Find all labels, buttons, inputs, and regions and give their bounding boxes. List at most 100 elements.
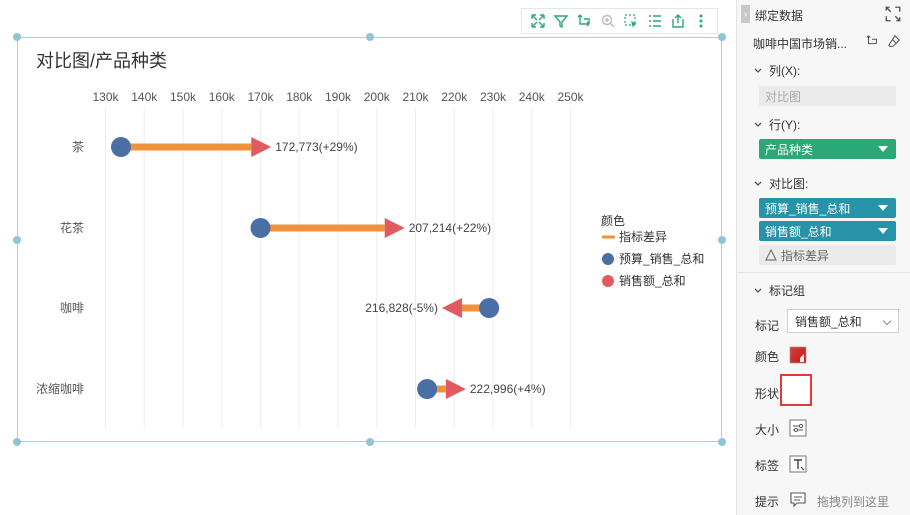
chevron-down-icon	[754, 68, 762, 73]
mark-select[interactable]: 销售额_总和	[787, 309, 899, 333]
x-tick-label: 140k	[131, 90, 158, 104]
filter-icon[interactable]	[552, 12, 570, 30]
category-label: 浓缩咖啡	[36, 381, 84, 396]
legend-item-label: 销售额_总和	[619, 273, 686, 288]
marks-label: 标记组	[769, 284, 806, 298]
resize-handle-top-left[interactable]	[13, 33, 21, 41]
x-tick-label: 250k	[557, 90, 584, 104]
zoom-icon[interactable]	[599, 12, 617, 30]
sales-arrow-mark	[445, 379, 466, 399]
resize-handle-middle-left[interactable]	[13, 236, 21, 244]
resize-handle-middle-right[interactable]	[718, 236, 726, 244]
sales-arrow-mark	[441, 298, 462, 318]
rows-field-label: 产品种类	[765, 142, 814, 157]
dropdown-arrow-icon[interactable]	[878, 228, 888, 234]
rows-field-pill[interactable]: 产品种类	[759, 139, 896, 159]
dataset-actions	[864, 33, 902, 49]
columns-placeholder: 对比图	[765, 89, 802, 104]
compare-field-pill-budget[interactable]: 预算_销售_总和	[759, 198, 896, 218]
columns-section-header[interactable]: 列(X):	[753, 62, 800, 79]
x-tick-label: 200k	[364, 90, 391, 104]
columns-drop-zone[interactable]: 对比图	[759, 86, 896, 106]
data-label: 222,996(+4%)	[470, 382, 546, 396]
data-label: 172,773(+29%)	[275, 140, 357, 154]
rows-section-header[interactable]: 行(Y):	[753, 116, 800, 133]
collapse-panel-icon[interactable]: ›	[741, 5, 750, 23]
mark-label: 标记	[755, 319, 780, 333]
category-label: 茶	[72, 139, 84, 154]
chevron-down-icon	[754, 122, 762, 127]
switch-dataset-icon[interactable]	[864, 33, 880, 49]
chevron-down-icon	[754, 181, 762, 186]
sales-arrow-mark	[384, 218, 405, 238]
chevron-down-icon	[754, 288, 762, 293]
x-tick-label: 130k	[92, 90, 119, 104]
size-button[interactable]	[789, 419, 807, 437]
legend-dot-swatch	[602, 253, 614, 265]
resize-handle-top-right[interactable]	[718, 33, 726, 41]
dropdown-arrow-icon[interactable]	[878, 205, 888, 211]
category-label: 咖啡	[60, 300, 84, 315]
compare-extra-pill[interactable]: 指标差异	[759, 245, 896, 265]
swap-axes-icon[interactable]	[884, 5, 902, 23]
legend-item-label: 指标差异	[619, 229, 667, 244]
tag-button[interactable]	[789, 455, 807, 473]
resize-handle-bottom-center[interactable]	[366, 438, 374, 446]
x-tick-label: 230k	[480, 90, 507, 104]
budget-point	[250, 218, 271, 238]
x-tick-label: 190k	[325, 90, 352, 104]
expand-icon[interactable]	[529, 12, 547, 30]
shape-label: 形状	[755, 387, 780, 401]
columns-label: 列(X):	[769, 64, 801, 78]
drill-icon[interactable]	[575, 12, 593, 30]
resize-handle-bottom-right[interactable]	[718, 438, 726, 446]
marks-section-header[interactable]: 标记组	[753, 282, 805, 299]
binding-panel: › 绑定数据 咖啡中国市场销... 列(X): 对比图 行(Y): 产品种类 对…	[736, 0, 910, 515]
eraser-icon[interactable]	[886, 33, 902, 49]
x-tick-label: 180k	[286, 90, 313, 104]
color-label: 颜色	[755, 350, 780, 364]
dataset-name[interactable]: 咖啡中国市场销...	[753, 37, 848, 51]
triangle-measure-icon	[765, 249, 777, 261]
budget-point	[111, 137, 131, 157]
section-divider	[737, 272, 910, 273]
chart-title: 对比图/产品种类	[36, 51, 168, 71]
export-icon[interactable]	[669, 12, 687, 30]
color-swatch-icon	[789, 346, 807, 364]
tip-button[interactable]	[789, 491, 807, 509]
x-tick-label: 210k	[402, 90, 429, 104]
tooltip-icon	[790, 492, 806, 508]
color-button[interactable]	[789, 346, 807, 364]
tag-label: 标签	[755, 459, 780, 473]
budget-point	[479, 298, 500, 318]
x-tick-label: 150k	[170, 90, 197, 104]
dumbbell-chart: 130k 140k 150k 160k 170k 180k 190k 200k 210k 220k…	[36, 90, 704, 428]
rows-label: 行(Y):	[769, 118, 801, 132]
size-label: 大小	[755, 423, 780, 437]
compare-section-header[interactable]: 对比图:	[753, 175, 808, 192]
list-icon[interactable]	[646, 12, 664, 30]
compare-field-label: 销售额_总和	[765, 224, 832, 239]
data-label: 216,828(-5%)	[365, 301, 438, 315]
more-icon[interactable]	[692, 12, 710, 30]
compare-field-pill-sales[interactable]: 销售额_总和	[759, 221, 896, 241]
compare-label: 对比图:	[769, 177, 809, 191]
tip-label: 提示	[755, 495, 780, 509]
chevron-down-icon	[882, 316, 892, 326]
mark-select-value: 销售额_总和	[795, 314, 862, 329]
shape-highlight-box	[780, 374, 812, 406]
dropdown-arrow-icon[interactable]	[878, 146, 888, 152]
panel-title: 绑定数据	[755, 9, 804, 23]
text-label-icon	[789, 455, 807, 473]
chart-toolbar	[521, 8, 718, 34]
category-label: 花茶	[60, 220, 84, 235]
select-icon[interactable]	[622, 12, 640, 30]
legend-dot-swatch	[602, 275, 614, 287]
legend-item-label: 预算_销售_总和	[619, 251, 704, 266]
compare-extra-label: 指标差异	[781, 248, 830, 263]
x-tick-label: 170k	[247, 90, 274, 104]
tip-drop-hint[interactable]: 拖拽列到这里	[817, 495, 890, 509]
sales-arrow-mark	[251, 137, 272, 157]
resize-handle-top-center[interactable]	[366, 33, 374, 41]
resize-handle-bottom-left[interactable]	[13, 438, 21, 446]
